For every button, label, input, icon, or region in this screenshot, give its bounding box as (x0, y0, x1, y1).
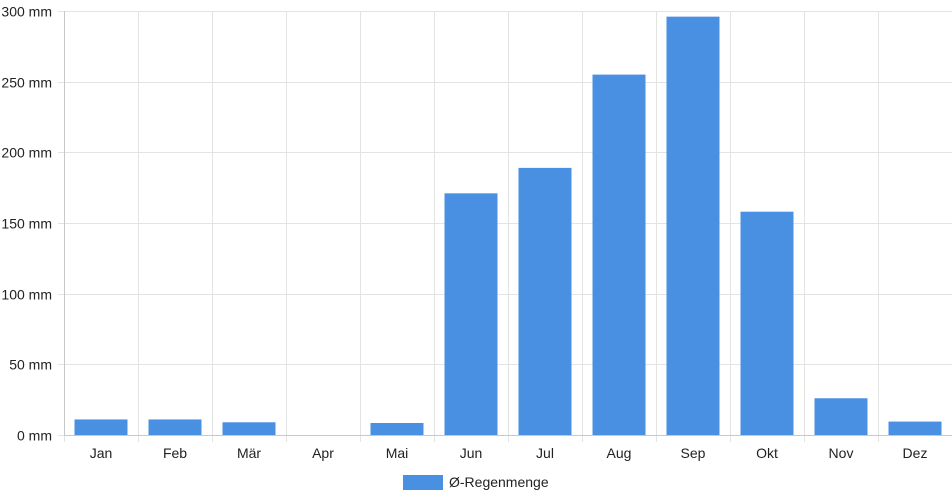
bar-jan[interactable] (74, 419, 128, 435)
bar-mär[interactable] (222, 422, 276, 435)
bar-feb[interactable] (148, 419, 202, 435)
x-tick-label: Okt (756, 445, 778, 461)
x-tick-label: Sep (681, 445, 706, 461)
bar-okt[interactable] (740, 211, 794, 435)
x-tick-label: Jun (460, 445, 483, 461)
bars (74, 16, 942, 436)
x-tick-labels: Jan Feb Mär Apr Mai Jun Jul Aug Sep Okt Nov Dez (90, 445, 928, 461)
bar-nov[interactable] (814, 398, 868, 435)
bar-jun[interactable] (444, 193, 498, 435)
bar-aug[interactable] (592, 74, 646, 435)
y-tick-label: 0 mm (17, 428, 52, 444)
axes (64, 11, 952, 436)
y-tick-label: 50 mm (9, 357, 52, 373)
x-tick-label: Dez (903, 445, 928, 461)
x-tick-label: Feb (163, 445, 187, 461)
y-tick-label: 250 mm (1, 75, 52, 91)
legend[interactable]: Ø-Regenmenge (403, 474, 549, 490)
y-tick-label: 100 mm (1, 287, 52, 303)
x-tick-label: Nov (829, 445, 854, 461)
x-tick-label: Aug (607, 445, 632, 461)
bar-jul[interactable] (518, 167, 572, 435)
y-tick-label: 200 mm (1, 145, 52, 161)
bar-mai[interactable] (370, 422, 424, 435)
legend-swatch (403, 475, 443, 490)
x-tick-label: Apr (312, 445, 334, 461)
legend-label: Ø-Regenmenge (449, 474, 549, 490)
y-tick-label: 300 mm (1, 4, 52, 20)
x-tick-label: Jul (536, 445, 554, 461)
x-tick-label: Mär (237, 445, 261, 461)
bar-dez[interactable] (888, 421, 942, 435)
y-tick-labels: 0 mm 50 mm 100 mm 150 mm 200 mm 250 mm 300 mm (1, 4, 52, 444)
y-tick-label: 150 mm (1, 216, 52, 232)
bar-sep[interactable] (666, 16, 720, 436)
grid (58, 11, 952, 442)
x-tick-label: Mai (386, 445, 409, 461)
x-tick-label: Jan (90, 445, 113, 461)
